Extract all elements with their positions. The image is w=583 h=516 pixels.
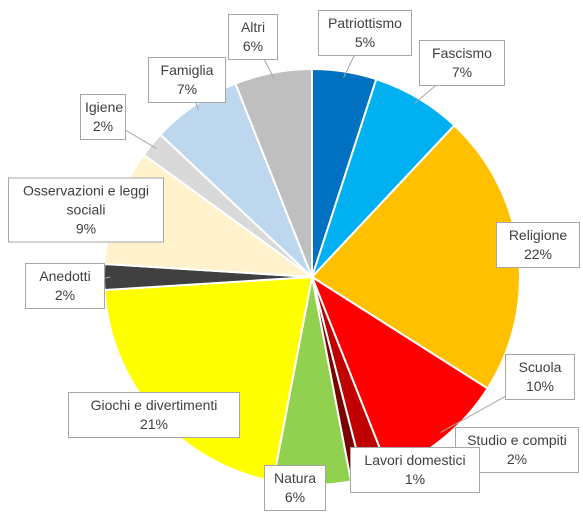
slice-name: Famiglia	[160, 62, 214, 78]
slice-percent: 7%	[176, 81, 198, 97]
slice-percent: 21%	[139, 416, 169, 432]
slice-name: Igiene	[85, 99, 124, 115]
data-label: Famiglia 7%	[148, 57, 226, 103]
slice-name: Anedotti	[39, 268, 91, 284]
slice-name: Patriottismo	[328, 15, 402, 31]
data-label: Altri 6%	[228, 14, 278, 60]
slice-name: Fascismo	[432, 45, 492, 61]
data-label: Giochi e divertimenti 21%	[68, 392, 240, 438]
data-label: Patriottismo 5%	[318, 10, 412, 56]
slice-percent: 6%	[284, 489, 306, 505]
slice-percent: 2%	[54, 287, 76, 303]
data-label: Igiene 2%	[80, 94, 126, 140]
slice-name: Natura	[273, 470, 317, 486]
slice-name: Osservazioni e leggi sociali	[22, 182, 150, 218]
slice-name: Religione	[508, 227, 568, 243]
slice-percent: 22%	[523, 246, 553, 262]
slice-percent: 10%	[525, 378, 555, 394]
data-label: Osservazioni e leggi sociali 9%	[8, 177, 164, 243]
pie-slice	[234, 67, 313, 278]
slice-name: Scuola	[518, 359, 562, 375]
slice-percent: 2%	[92, 118, 114, 134]
slice-name: Lavori domestici	[364, 452, 466, 468]
slice-name: Altri	[240, 19, 266, 35]
slice-percent: 1%	[404, 471, 426, 487]
slice-name: Studio e compiti	[467, 432, 567, 448]
slice-percent: 5%	[354, 34, 376, 50]
slice-percent: 7%	[451, 64, 473, 80]
data-label: Anedotti 2%	[25, 263, 105, 309]
data-label: Religione 22%	[496, 222, 580, 268]
data-label: Lavori domestici 1%	[350, 447, 480, 493]
slice-percent: 9%	[75, 220, 97, 237]
slice-percent: 6%	[242, 38, 264, 54]
data-label: Fascismo 7%	[419, 40, 505, 86]
data-label: Natura 6%	[264, 465, 326, 511]
slice-name: Giochi e divertimenti	[90, 397, 218, 413]
slice-percent: 2%	[506, 451, 528, 467]
data-label: Scuola 10%	[505, 354, 575, 400]
